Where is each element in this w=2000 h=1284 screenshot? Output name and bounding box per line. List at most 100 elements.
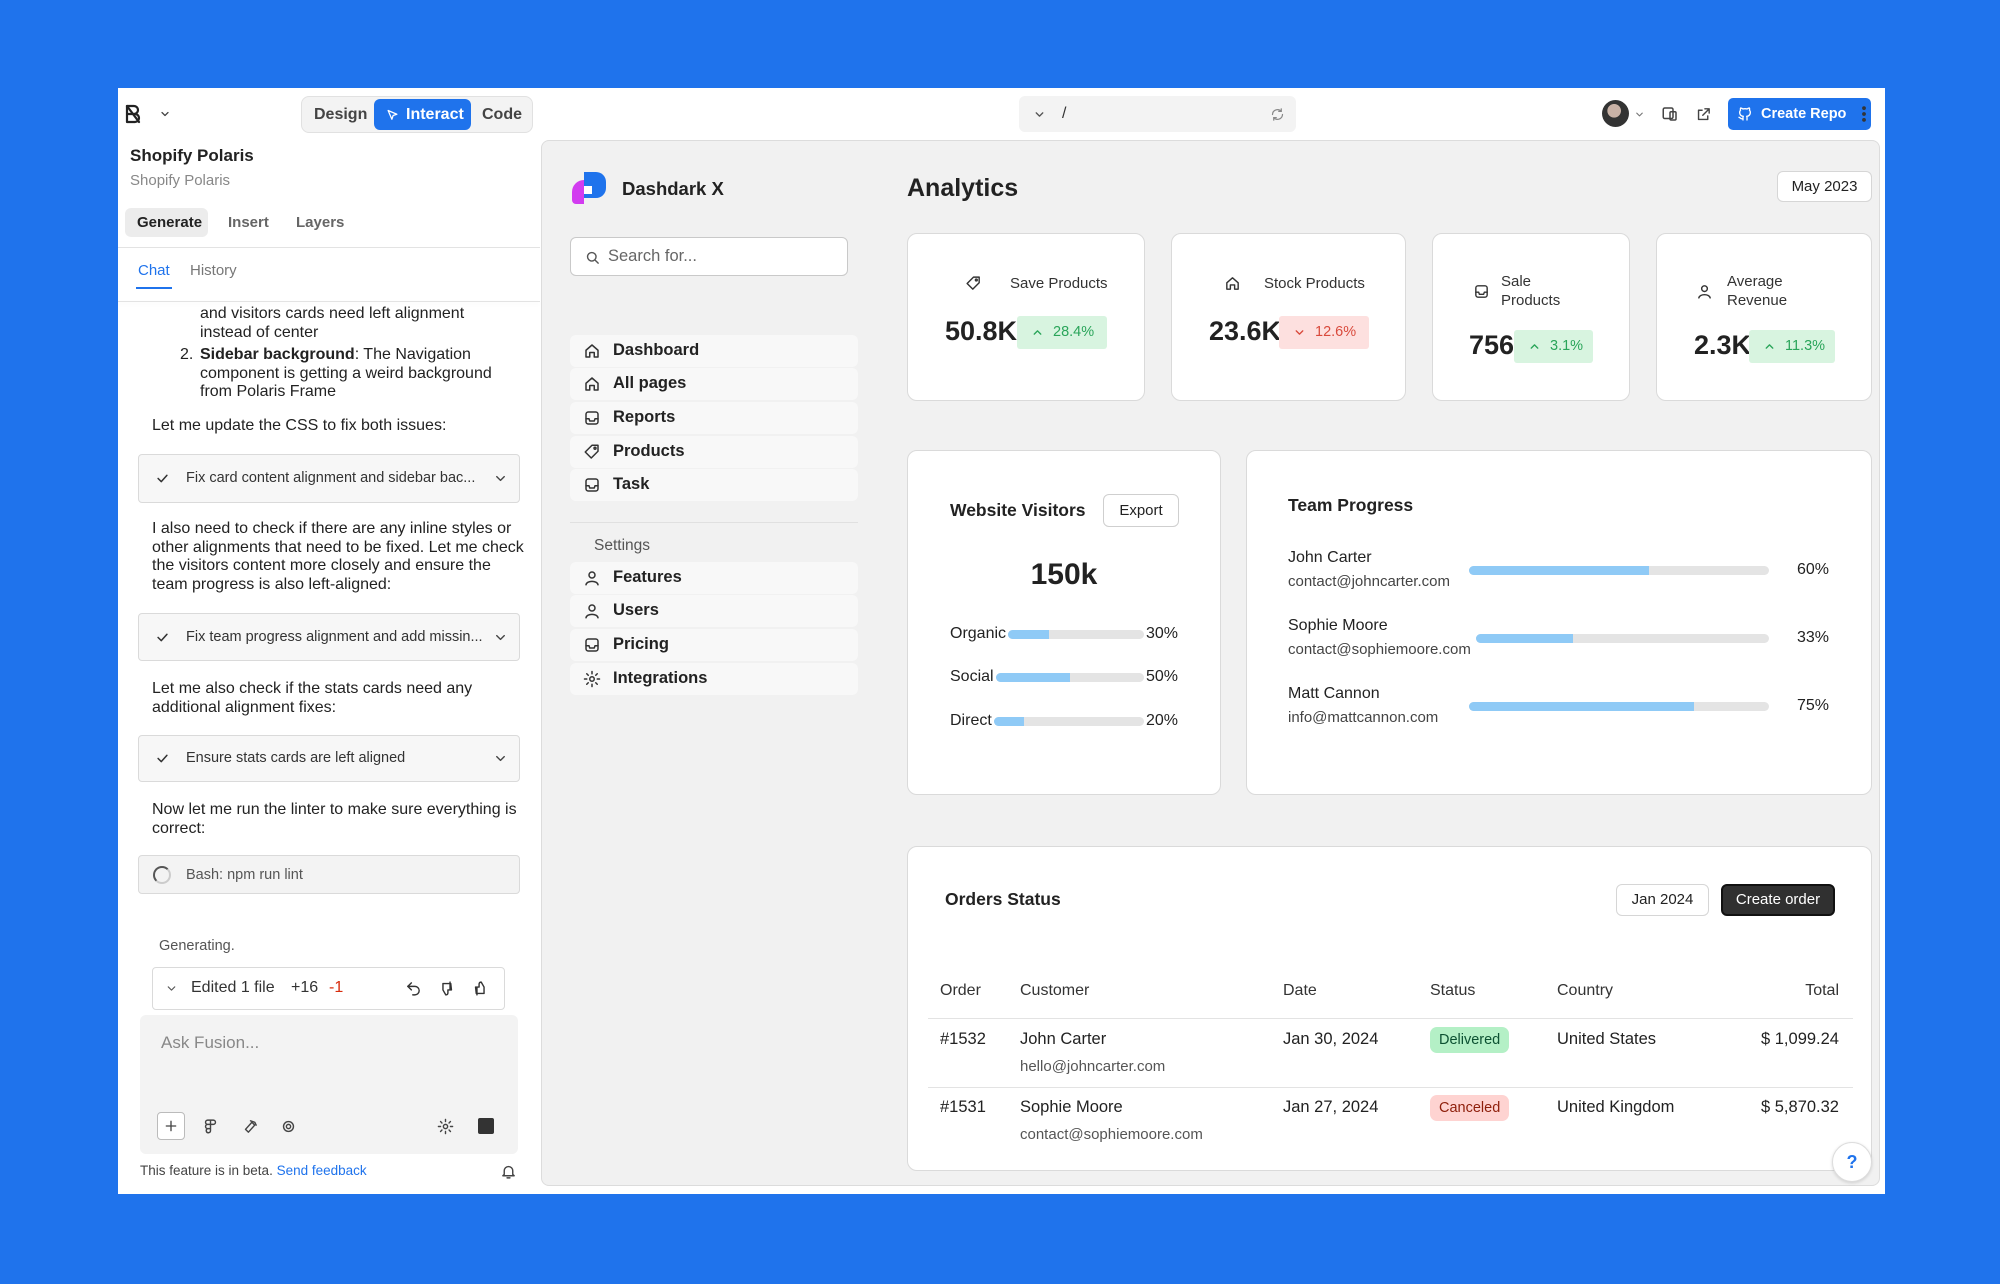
period-label: May 2023 (1791, 178, 1858, 195)
create-order-label: Create order (1735, 891, 1821, 908)
nav-icon (583, 375, 601, 393)
nav-label: Reports (613, 408, 676, 427)
create-repo-label: Create Repo (1761, 105, 1847, 122)
panel-tab[interactable]: Insert (228, 213, 269, 231)
nav-label: Features (613, 568, 682, 587)
attach-button[interactable] (157, 1112, 185, 1140)
member-name: Matt Cannon (1288, 685, 1380, 702)
nav-item[interactable] (570, 663, 858, 695)
member-percent: 33% (1796, 629, 1829, 646)
beta-note: This feature is in beta. Send feedback (140, 1161, 367, 1180)
mode-tab[interactable]: Code (482, 105, 522, 123)
nav-item[interactable] (570, 562, 858, 594)
search-field[interactable] (570, 237, 848, 276)
feedback-link[interactable]: Send feedback (276, 1163, 367, 1178)
tool-check (155, 471, 170, 486)
period-button[interactable] (1777, 171, 1872, 202)
list-bold: Sidebar background (200, 346, 355, 363)
nav-item[interactable] (570, 595, 858, 627)
column-header: Customer (1020, 981, 1090, 999)
nav-item[interactable] (570, 629, 858, 661)
stat-label: Save Products (1010, 274, 1108, 292)
nav-icon (583, 409, 601, 427)
chat-input[interactable] (140, 1015, 518, 1154)
url-bar[interactable] (1019, 96, 1296, 132)
customer-name: Sophie Moore (1020, 1098, 1123, 1117)
nav-icon (583, 443, 601, 461)
nav-item[interactable] (570, 469, 858, 501)
logo-menu (159, 108, 171, 120)
tool-call[interactable] (138, 735, 520, 782)
visitor-percent: 30% (1145, 625, 1178, 642)
mode-tab[interactable]: Design (314, 105, 368, 123)
stop-button[interactable] (478, 1118, 494, 1134)
stat-label: Sale Products (1501, 273, 1561, 309)
cursor-icon (385, 108, 400, 123)
progress-fill (1469, 565, 1649, 575)
team-card (1246, 450, 1872, 795)
create-repo-button[interactable] (1728, 98, 1871, 130)
visitor-row: Social 50% (950, 665, 1178, 689)
chat-message: Now let me run the linter to make sure e… (152, 801, 517, 837)
brand-logo (570, 170, 608, 208)
stat-badge (1749, 330, 1835, 363)
spinner (153, 866, 171, 884)
stat-value: 23.6K (1209, 316, 1282, 347)
nav-item[interactable] (570, 402, 858, 434)
undo-button (405, 980, 422, 997)
stat-icon (1224, 275, 1241, 292)
notifications (500, 1163, 517, 1180)
visitor-source: Direct (950, 712, 992, 729)
sub-tab[interactable]: History (190, 261, 237, 279)
list-text: : The Navigation component is getting a … (200, 346, 492, 401)
stat-value: 2.3K (1694, 330, 1752, 361)
avatar[interactable] (1602, 100, 1629, 127)
tools-button (242, 1118, 259, 1135)
help-label: ? (1846, 1152, 1858, 1172)
panel-tab[interactable]: Generate (137, 213, 203, 231)
panel-tab[interactable]: Layers (296, 213, 345, 231)
edit-files: Edited 1 file (191, 978, 275, 996)
divider (928, 1018, 1853, 1019)
more-menu (1854, 104, 1874, 124)
project-subtitle: Shopify Polaris (130, 171, 231, 189)
member-email: contact@johncarter.com (1288, 573, 1450, 590)
nav-item[interactable] (570, 368, 858, 400)
progress-track (995, 672, 1144, 682)
create-order-button[interactable] (1721, 884, 1835, 916)
order-country: United Kingdom (1557, 1098, 1675, 1117)
nav-item[interactable] (570, 436, 858, 468)
nav-label: Users (613, 601, 659, 620)
member-name: John Carter (1288, 549, 1372, 566)
nav-label: Integrations (613, 669, 708, 688)
help-button[interactable] (1832, 1142, 1872, 1182)
stat-badge (1514, 330, 1593, 363)
mode-tab[interactable]: Interact (406, 105, 464, 123)
member-percent: 60% (1796, 561, 1829, 578)
responsive (1661, 105, 1679, 123)
nav-label: Task (613, 475, 650, 494)
tool-call[interactable] (138, 454, 520, 503)
nav-item[interactable] (570, 335, 858, 367)
attach-icon (163, 1118, 179, 1134)
nav-label: Pricing (613, 635, 669, 654)
stat-change: 3.1% (1550, 337, 1584, 354)
stat-change: 28.4% (1053, 323, 1095, 340)
export-label: Export (1119, 502, 1163, 519)
stat-badge (1017, 316, 1107, 349)
team-row: Matt Cannon info@mattcannon.com 75% (1288, 681, 1829, 731)
card-title: Orders Status (945, 888, 1061, 909)
period-button[interactable] (1616, 884, 1709, 916)
team-row: John Carter contact@johncarter.com 60% (1288, 545, 1829, 595)
progress-track (1008, 629, 1144, 639)
settings-button (437, 1118, 454, 1135)
sub-tab[interactable]: Chat (138, 261, 170, 279)
order-total: $ 1,099.24 (1761, 1030, 1839, 1049)
tool-call[interactable] (138, 613, 520, 661)
edit-expand (165, 982, 178, 995)
export-button[interactable] (1103, 494, 1179, 527)
stat-label: Stock Products (1264, 274, 1365, 292)
figma-button (202, 1118, 219, 1135)
nav-section-label: Settings (594, 537, 651, 555)
nav-icon (583, 602, 601, 620)
